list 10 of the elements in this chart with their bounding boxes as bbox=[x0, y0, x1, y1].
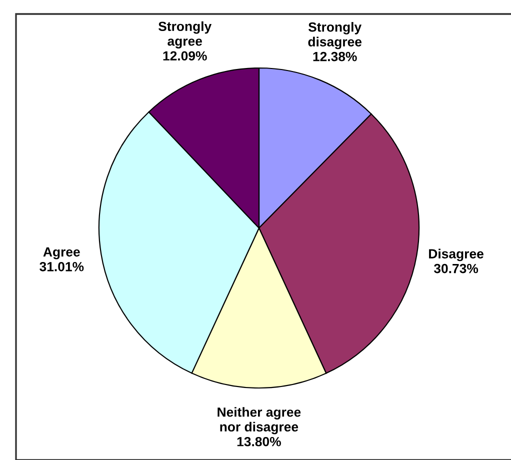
slice-label: Agree bbox=[43, 247, 80, 260]
data-label: 31.01% bbox=[40, 262, 84, 272]
slice-label: Neither agree nor disagree bbox=[218, 407, 301, 434]
data-label: 12.38% bbox=[313, 52, 357, 62]
slice-label: Strongly agree bbox=[158, 21, 212, 48]
slice-label: Strongly disagree bbox=[308, 22, 362, 50]
data-label: 12.09% bbox=[163, 51, 207, 61]
data-label: 30.73% bbox=[434, 264, 478, 274]
data-label: 13.80% bbox=[237, 436, 281, 446]
slice-label: Disagree bbox=[429, 248, 484, 262]
